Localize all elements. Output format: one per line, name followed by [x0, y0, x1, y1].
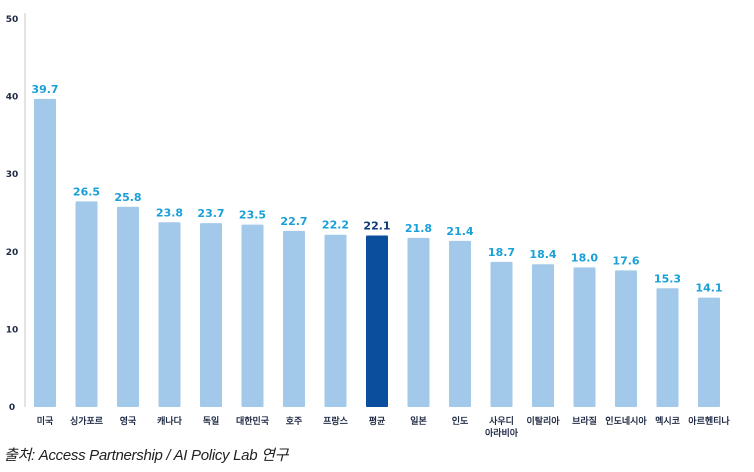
source-caption: 출처: Access Partnership / AI Policy Lab 연…	[4, 447, 289, 464]
data-label: 18.4	[529, 248, 556, 261]
bar	[34, 98, 56, 407]
data-label: 22.2	[322, 219, 349, 232]
bar	[283, 230, 305, 407]
bar	[490, 261, 513, 407]
data-label: 17.6	[612, 254, 639, 267]
data-label: 21.8	[405, 222, 432, 235]
x-tick-label: 인도네시아	[605, 415, 647, 427]
x-tick-label: 일본	[410, 415, 427, 427]
x-tick-label: 캐나다	[157, 415, 183, 427]
bar-chart: 0 10 20 30 40 50 39.7 미국 26.5 싱가포르 25.8 영국 23.8 캐나다 23…	[6, 13, 730, 439]
data-label: 22.7	[280, 215, 307, 228]
y-tick-label: 50	[6, 15, 19, 25]
x-tick-label: 대한민국	[236, 415, 270, 427]
data-label: 23.8	[156, 206, 183, 219]
x-tick-label: 미국	[37, 415, 54, 427]
x-tick-label: 평균	[369, 415, 386, 427]
bar	[573, 267, 596, 407]
x-tick-label: 싱가포르	[70, 415, 104, 427]
bar	[200, 223, 222, 407]
y-tick-label: 30	[6, 170, 19, 180]
bar	[449, 240, 471, 407]
x-tick-label: 멕시코	[655, 415, 680, 427]
data-label: 26.5	[73, 185, 100, 198]
y-tick-label: 40	[6, 93, 19, 103]
x-tick-label: 이탈리아	[526, 415, 560, 427]
x-tick-label: 호주	[286, 416, 303, 427]
x-tick-label: 브라질	[572, 415, 597, 427]
data-label: 22.1	[363, 220, 390, 233]
bar	[656, 288, 679, 407]
x-tick-label: 영국	[120, 415, 137, 427]
x-tick-label: 독일	[203, 415, 220, 427]
data-label: 15.3	[654, 272, 681, 285]
bar	[615, 270, 637, 407]
x-tick-label: 사우디 아라비아	[485, 415, 519, 439]
data-label: 18.7	[488, 246, 515, 259]
bar	[75, 201, 98, 407]
bar	[407, 237, 430, 407]
data-label: 18.0	[571, 251, 598, 264]
bar	[698, 297, 720, 407]
x-tick-label: 아르헨티나	[688, 415, 730, 427]
data-label: 23.5	[239, 209, 266, 222]
bar	[324, 234, 347, 407]
bar	[532, 264, 554, 407]
data-label: 25.8	[114, 191, 141, 204]
y-tick-label: 20	[6, 248, 19, 258]
bar	[117, 206, 139, 407]
bar	[158, 222, 181, 407]
bar	[241, 224, 264, 407]
bar	[366, 235, 388, 407]
data-label: 21.4	[446, 225, 473, 238]
data-label: 14.1	[695, 282, 722, 295]
y-tick-label: 0	[9, 403, 15, 413]
x-tick-label: 프랑스	[323, 415, 349, 427]
y-tick-label: 10	[6, 325, 19, 335]
data-label: 23.7	[197, 207, 224, 220]
x-tick-label: 인도	[452, 416, 469, 427]
data-label: 39.7	[31, 83, 58, 96]
